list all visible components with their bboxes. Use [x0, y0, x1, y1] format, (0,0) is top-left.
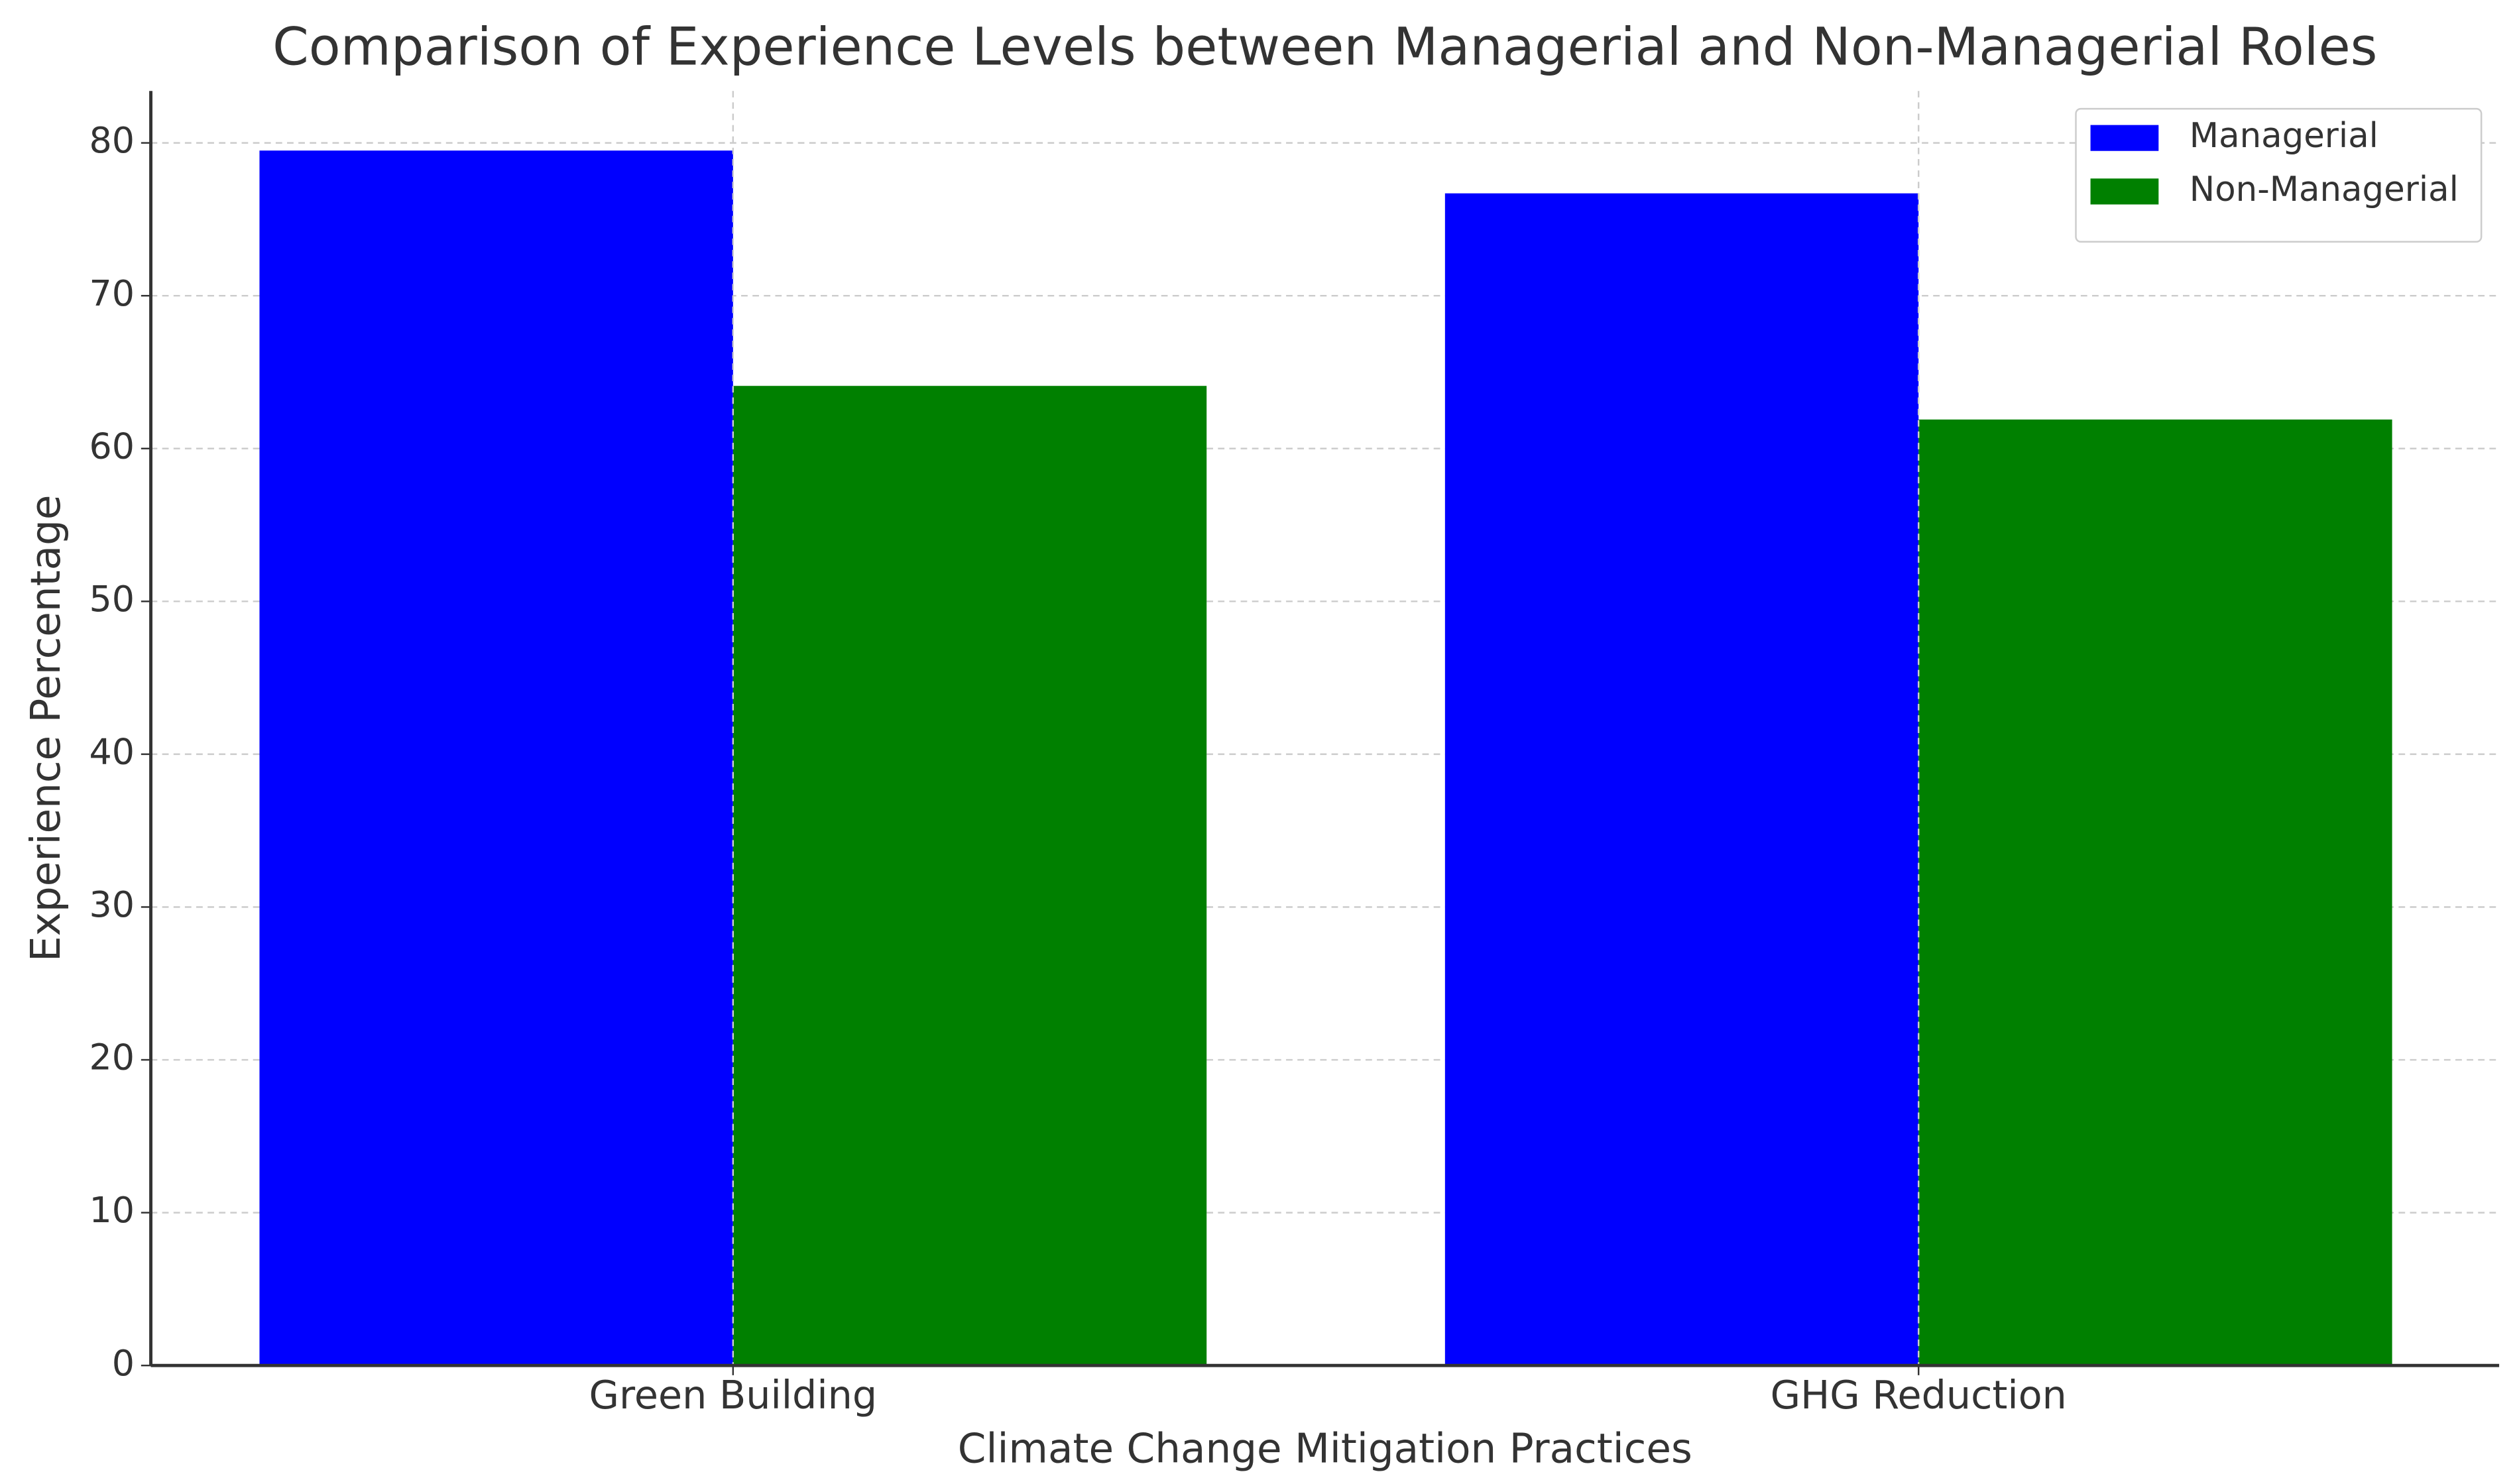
bar	[1918, 419, 2392, 1366]
bar	[1444, 193, 1919, 1366]
x-tick-label: GHG Reduction	[1771, 1373, 2067, 1418]
y-tick-label: 70	[89, 272, 135, 314]
y-tick-label: 0	[112, 1342, 135, 1384]
y-tick-label: 80	[89, 119, 135, 161]
bar	[732, 386, 1207, 1366]
y-axis-label: Experience Percentage	[23, 494, 70, 962]
legend-box	[2075, 107, 2483, 243]
y-tick-label: 20	[89, 1037, 135, 1078]
y-tick-label: 50	[89, 578, 135, 620]
chart-title: Comparison of Experience Levels between …	[272, 17, 2377, 78]
x-axis-label: Climate Change Mitigation Practices	[958, 1425, 1692, 1472]
y-tick-label: 30	[89, 884, 135, 925]
bar	[259, 150, 733, 1366]
legend-label: Non-Managerial	[2190, 170, 2459, 209]
x-tick-label: Green Building	[589, 1373, 878, 1418]
legend-label: Managerial	[2190, 116, 2378, 156]
y-tick-label: 10	[89, 1189, 135, 1231]
legend-swatch	[2090, 178, 2159, 205]
legend-swatch	[2090, 125, 2159, 151]
y-tick-label: 40	[89, 731, 135, 773]
y-tick-label: 60	[89, 425, 135, 467]
